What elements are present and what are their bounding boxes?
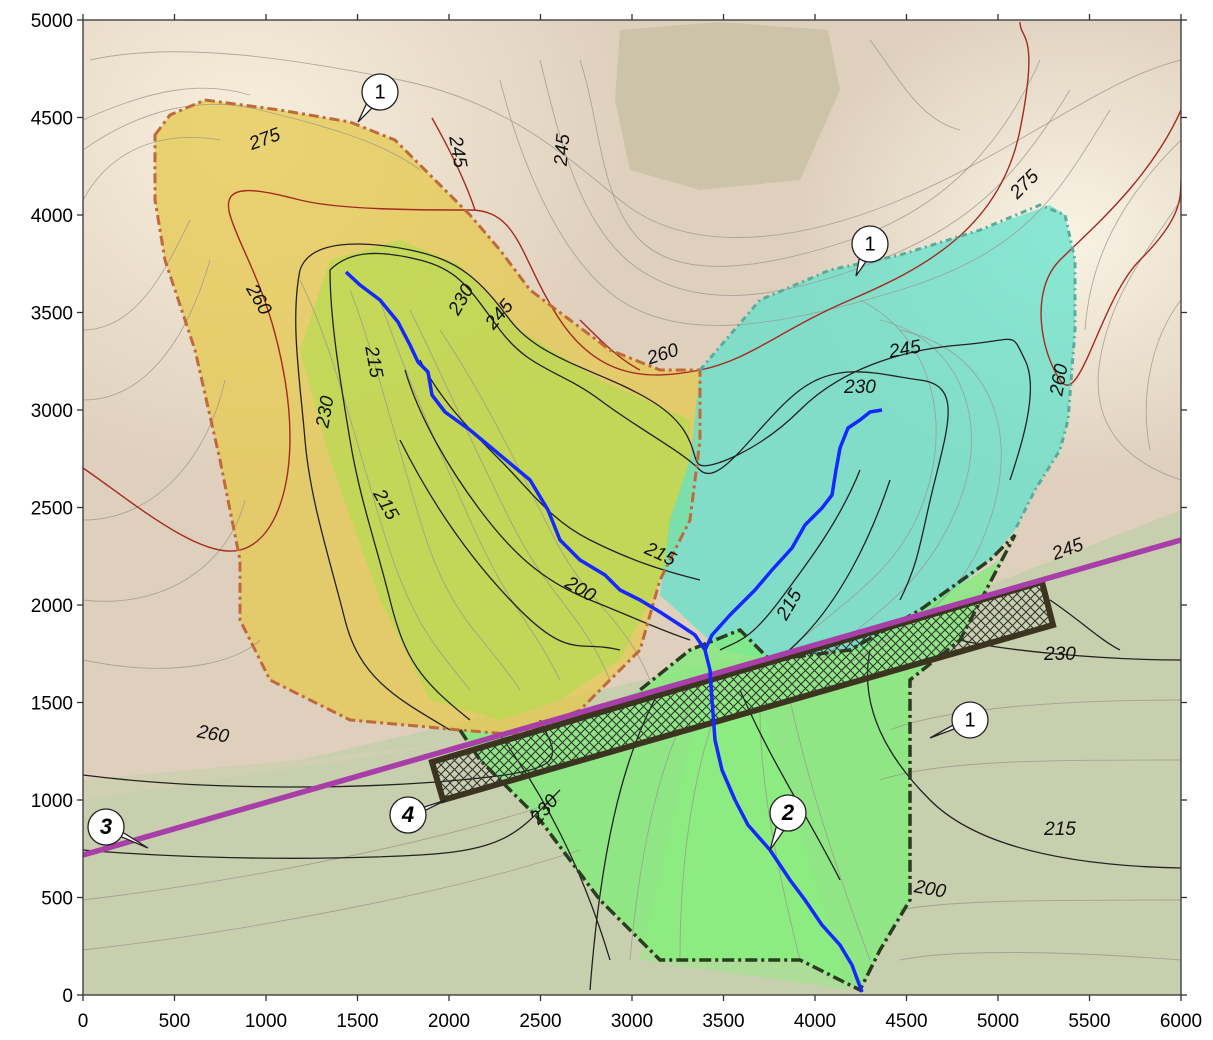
x-tick-label: 2000 xyxy=(428,1011,470,1032)
callout-bubble xyxy=(951,701,989,739)
callout-1: 1 xyxy=(929,701,989,739)
callout-bubble xyxy=(851,225,889,263)
callout-1: 1 xyxy=(357,73,399,123)
x-tick-label: 1500 xyxy=(336,1011,378,1032)
x-tick-label: 5500 xyxy=(1068,1011,1110,1032)
y-tick-label: 5000 xyxy=(31,11,73,32)
callout-bubble xyxy=(769,794,807,832)
contour-label: 215 xyxy=(1043,819,1076,840)
basin-1-west-inner xyxy=(300,240,690,720)
callout-label: 1 xyxy=(964,709,975,731)
basin-boundary-south xyxy=(458,533,1017,993)
valley-floor xyxy=(640,700,850,990)
x-tick-label: 500 xyxy=(159,1011,191,1032)
hatched-zone xyxy=(428,578,1057,804)
callout-bubble xyxy=(87,808,125,846)
x-tick-label: 5000 xyxy=(977,1011,1019,1032)
road-line xyxy=(83,537,1181,858)
depression-north xyxy=(615,22,840,190)
contour-label: 230 xyxy=(843,377,876,398)
red-contours xyxy=(83,21,1181,552)
axis-ticks: 0 500 1000 1500 2000 2500 3000 3500 4000 4500 5000… xyxy=(31,11,1202,1032)
lowland-edge xyxy=(83,740,480,800)
callout-bubble xyxy=(361,73,399,111)
x-tick-label: 2500 xyxy=(519,1011,561,1032)
callout-label: 1 xyxy=(864,233,875,255)
callout-1: 1 xyxy=(851,225,889,277)
map-area xyxy=(83,20,1181,995)
callout-label: 4 xyxy=(401,802,414,827)
contour-label: 245 xyxy=(551,133,575,168)
x-tick-label: 4500 xyxy=(885,1011,927,1032)
callout-2: 2 xyxy=(769,794,807,851)
callout-4: 4 xyxy=(389,796,447,834)
basin-boundary-west xyxy=(153,98,702,737)
stream-line xyxy=(344,270,864,993)
callouts: 1 1 1 2 3 4 xyxy=(87,73,989,851)
callout-label: 2 xyxy=(781,800,795,825)
stream-tributary xyxy=(703,408,883,651)
y-tick-label: 1000 xyxy=(31,791,73,812)
basin-1-east xyxy=(660,205,1075,660)
y-tick-label: 1500 xyxy=(31,694,73,715)
x-tick-label: 6000 xyxy=(1160,1011,1202,1032)
x-tick-label: 4000 xyxy=(794,1011,836,1032)
x-tick-label: 3000 xyxy=(611,1011,653,1032)
y-tick-label: 4500 xyxy=(31,109,73,130)
callout-label: 3 xyxy=(100,814,112,839)
y-tick-label: 2000 xyxy=(31,596,73,617)
y-tick-label: 3000 xyxy=(31,401,73,422)
y-tick-label: 4000 xyxy=(31,206,73,227)
x-tick-label: 0 xyxy=(78,1011,89,1032)
callout-label: 1 xyxy=(374,81,385,103)
y-tick-label: 3500 xyxy=(31,304,73,325)
x-tick-label: 3500 xyxy=(702,1011,744,1032)
y-tick-label: 0 xyxy=(62,986,73,1007)
major-contours xyxy=(83,243,1181,991)
callout-bubble xyxy=(389,796,427,834)
contour-label: 230 xyxy=(1043,644,1076,665)
x-tick-label: 1000 xyxy=(245,1011,287,1032)
callout-3: 3 xyxy=(87,808,149,849)
y-tick-label: 500 xyxy=(41,889,73,910)
y-tick-label: 2500 xyxy=(31,499,73,520)
